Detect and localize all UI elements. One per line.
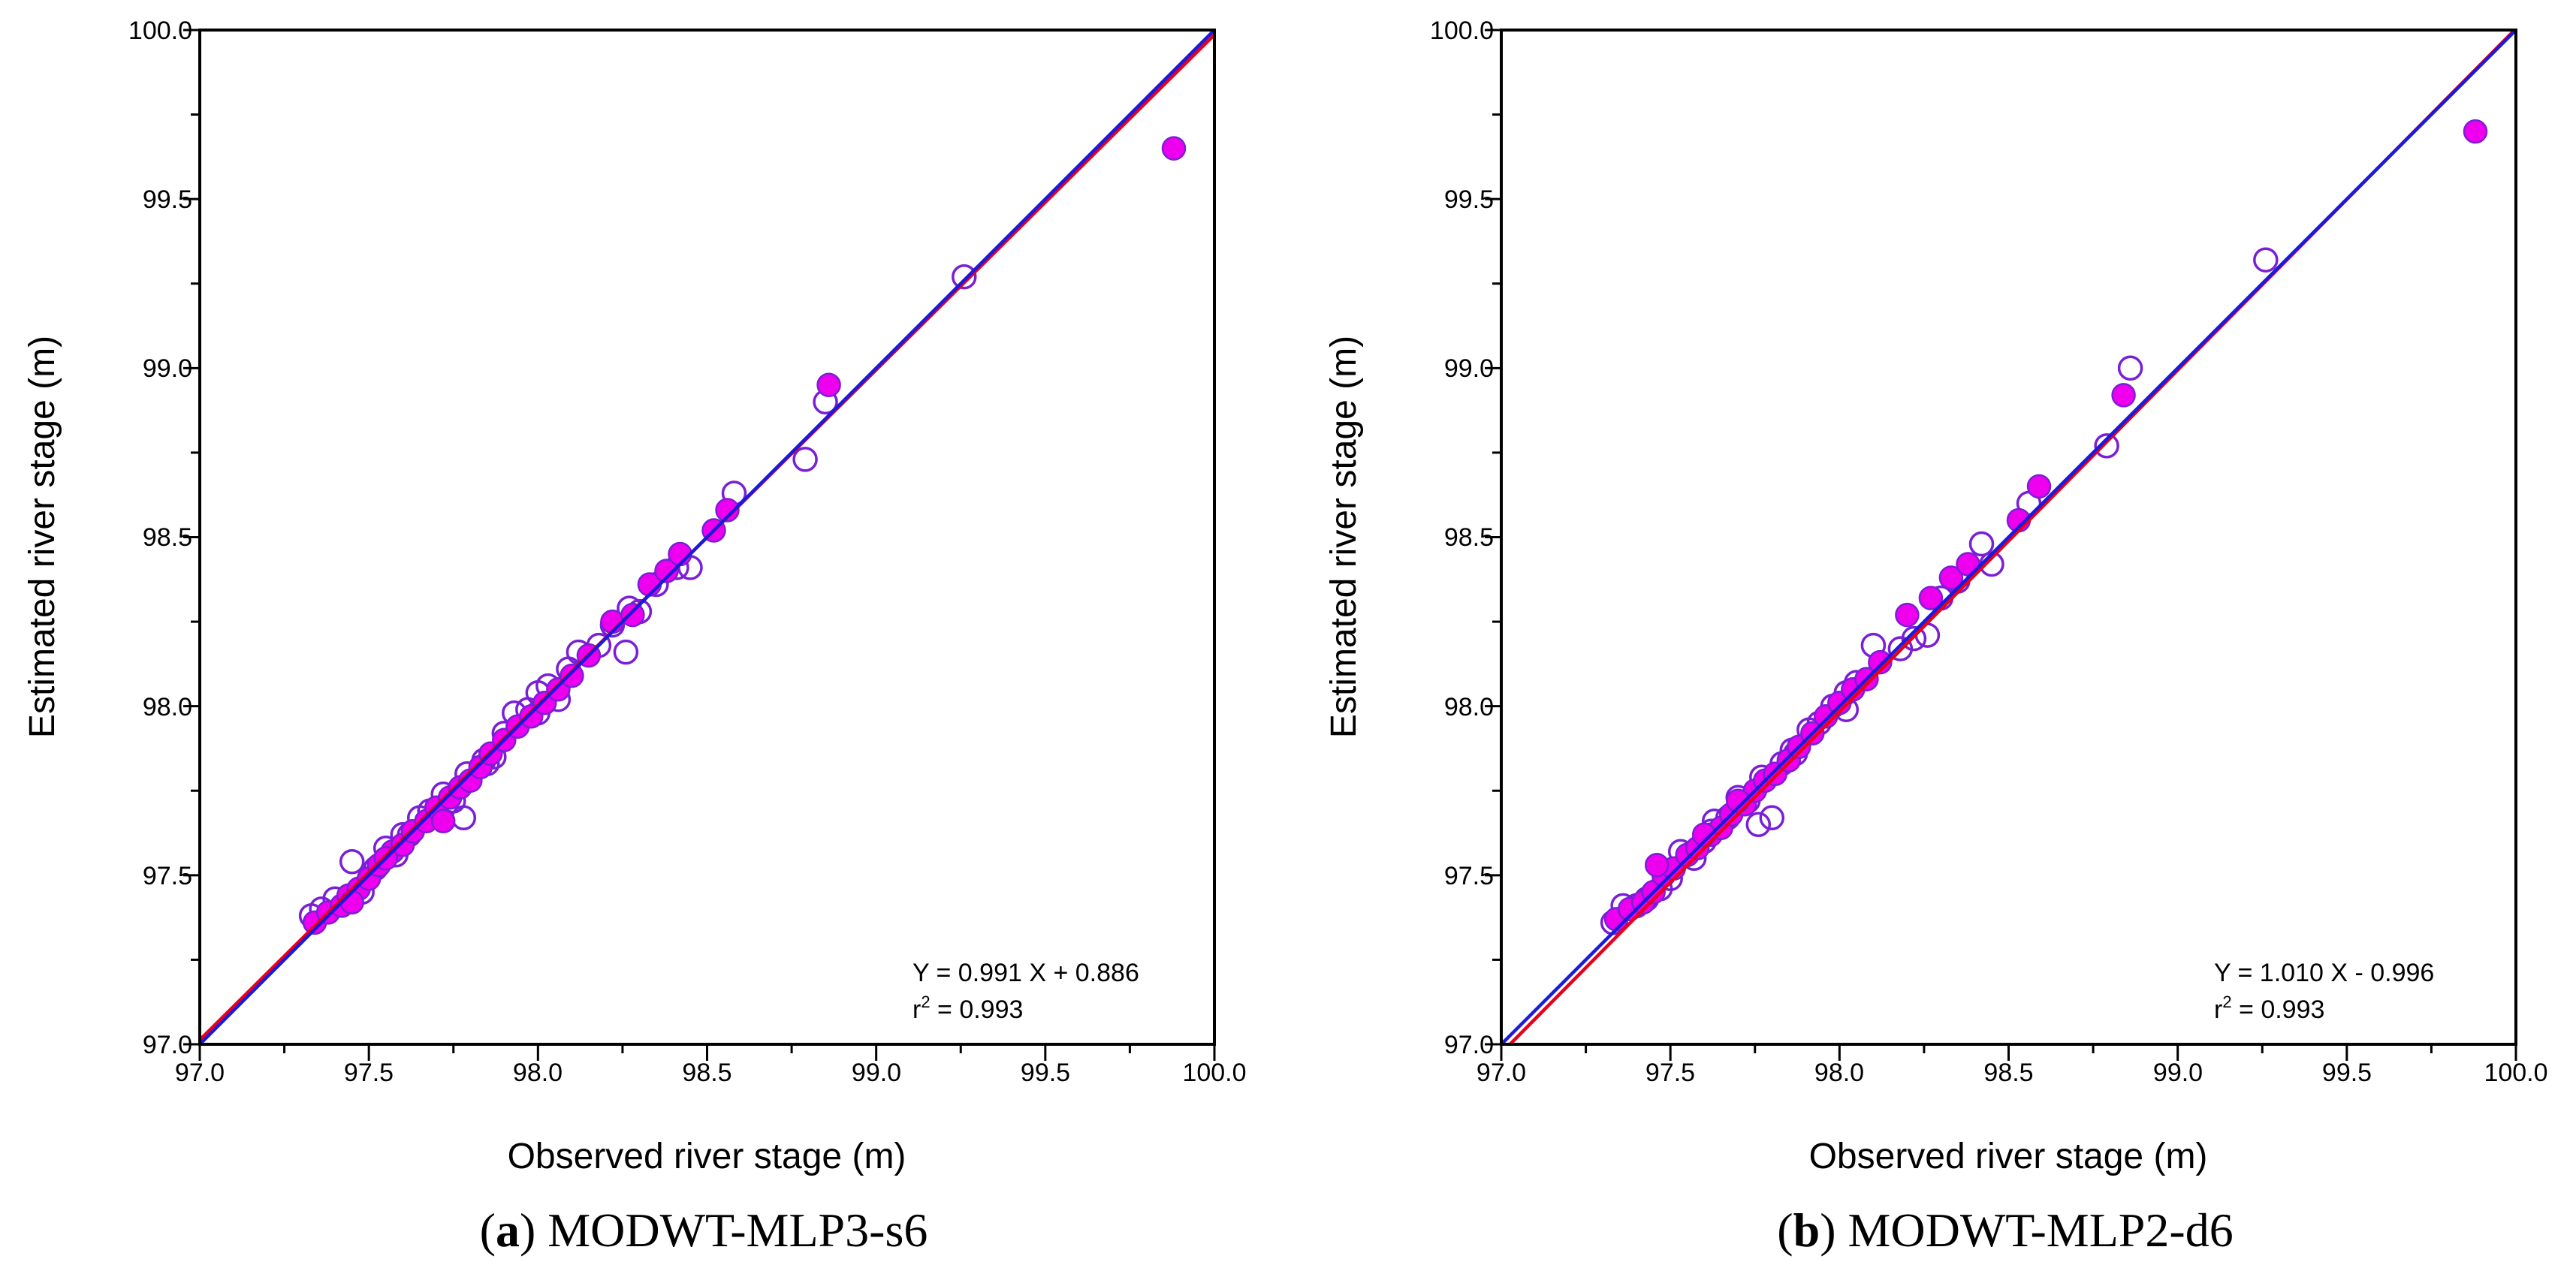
data-point-open	[2253, 247, 2279, 273]
tick-marks-a	[183, 29, 1216, 1061]
y-tick-label: 98.0	[1444, 693, 1494, 721]
x-tick-label: 100.0	[1182, 1059, 1246, 1087]
x-axis-title: Observed river stage (m)	[508, 1137, 906, 1176]
y-axis-title: Estimated river stage (m)	[1324, 336, 1364, 738]
x-tick-label: 99.5	[2322, 1059, 2372, 1087]
y-tick-label: 99.0	[143, 354, 192, 383]
regression-equation: Y = 1.010 X - 0.996	[2214, 959, 2434, 987]
x-tick-label: 99.0	[2153, 1059, 2203, 1087]
data-point-filled	[620, 602, 645, 628]
x-tick-label: 98.0	[513, 1059, 563, 1087]
y-tick-label: 100.0	[128, 17, 192, 45]
y-tick-label: 99.5	[143, 185, 192, 214]
data-point-open	[952, 264, 977, 290]
data-point-filled	[430, 809, 456, 834]
x-tick-label: 100.0	[2484, 1059, 2547, 1087]
plot-marks-a	[200, 30, 1214, 1044]
data-point-filled	[2026, 474, 2052, 499]
x-tick-label: 97.5	[1645, 1059, 1695, 1087]
x-tick-label: 99.0	[852, 1059, 901, 1087]
tick-marks-b	[1485, 29, 2517, 1061]
data-point-filled	[1938, 565, 1964, 590]
x-tick-label: 97.0	[1477, 1059, 1526, 1087]
panel-caption: (b) MODWT-MLP2-d6	[1777, 1203, 2233, 1257]
chart-panel-a: 97.0 97.5 98.0 98.5 99.0 99.5 100.0 97.0…	[23, 17, 1247, 1257]
x-tick-label: 98.0	[1814, 1059, 1864, 1087]
y-tick-label: 98.5	[1444, 523, 1494, 552]
data-point-open	[1968, 531, 1995, 557]
plot-marks-b	[1501, 30, 2516, 1044]
x-tick-label: 97.0	[175, 1059, 225, 1087]
data-point-open	[1745, 812, 1772, 838]
data-point-open	[2094, 433, 2119, 459]
data-point-filled	[560, 663, 584, 688]
x-tick-label: 99.5	[1021, 1059, 1070, 1087]
y-tick-label: 99.5	[1444, 185, 1494, 214]
data-point-open	[792, 447, 818, 472]
identity-line	[1501, 30, 2516, 1044]
data-point-filled	[2111, 383, 2136, 408]
data-point-open	[613, 639, 639, 665]
y-tick-label: 97.5	[143, 862, 192, 890]
y-tick-label: 99.0	[1444, 354, 1494, 383]
y-tick-label: 98.5	[143, 523, 192, 552]
y-axis-title: Estimated river stage (m)	[23, 336, 62, 738]
data-point-open	[2117, 355, 2143, 381]
data-point-filled	[2463, 119, 2488, 144]
data-point-open	[339, 849, 365, 875]
y-tick-label: 97.0	[1444, 1031, 1494, 1059]
data-point-filled	[816, 372, 841, 398]
r-squared: r2 = 0.993	[2214, 992, 2324, 1024]
data-point-open	[1759, 805, 1785, 831]
y-tick-label: 97.0	[143, 1031, 192, 1059]
chart-panel-b: 97.0 97.5 98.0 98.5 99.0 99.5 100.0 97.0…	[1324, 17, 2548, 1257]
regression-equation: Y = 0.991 X + 0.886	[912, 959, 1139, 987]
y-tick-label: 97.5	[1444, 862, 1494, 890]
data-point-filled	[1868, 649, 1893, 675]
x-axis-title: Observed river stage (m)	[1809, 1137, 2208, 1176]
data-point-open	[451, 805, 477, 831]
identity-line	[200, 30, 1214, 1044]
data-point-filled	[1161, 136, 1187, 161]
x-tick-label: 97.5	[344, 1059, 394, 1087]
y-tick-label: 100.0	[1430, 17, 1494, 45]
panel-caption: (a) MODWT-MLP3-s6	[480, 1203, 928, 1257]
data-point-filled	[1918, 586, 1944, 610]
x-tick-label: 98.5	[1983, 1059, 2033, 1087]
data-point-filled	[1895, 602, 1920, 628]
data-point-filled	[1644, 853, 1670, 878]
data-point-filled	[715, 498, 740, 523]
data-point-open	[1901, 625, 1927, 652]
x-tick-label: 98.5	[682, 1059, 731, 1087]
r-squared: r2 = 0.993	[912, 992, 1023, 1024]
y-tick-label: 98.0	[143, 693, 192, 721]
data-point-filled	[654, 559, 679, 583]
